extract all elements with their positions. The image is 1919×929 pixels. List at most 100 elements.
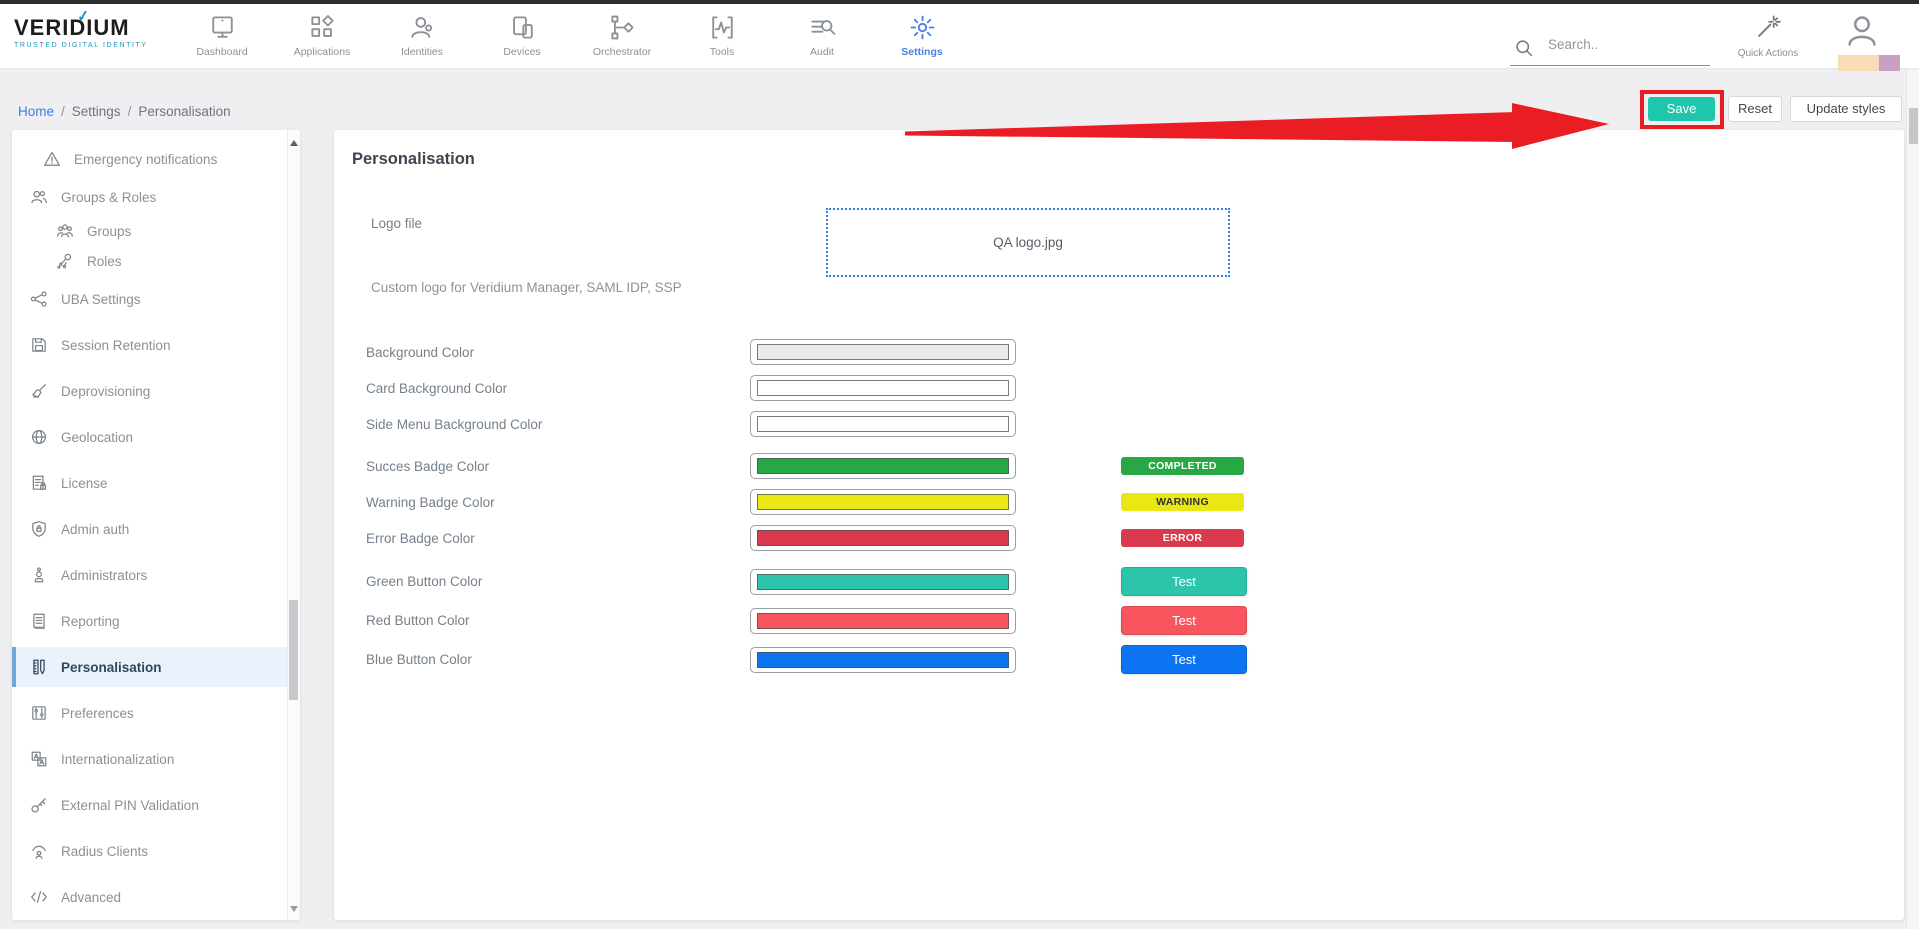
sidebar-item-reporting[interactable]: Reporting <box>12 598 300 644</box>
sidebar-item-groups[interactable]: Groups <box>12 216 300 246</box>
report-icon <box>30 612 48 630</box>
color-swatch <box>757 416 1009 432</box>
globe-icon <box>30 428 48 446</box>
color-preview: Test <box>1121 645 1251 674</box>
color-field-background-color: Background Color <box>366 339 1626 365</box>
color-preview: Test <box>1121 567 1251 596</box>
identities-icon <box>409 14 436 41</box>
color-swatch-control[interactable] <box>750 453 1016 479</box>
color-preview: ERROR <box>1121 529 1251 547</box>
page-scrollbar-thumb[interactable] <box>1909 108 1918 144</box>
sidebar-item-geolocation[interactable]: Geolocation <box>12 414 300 460</box>
scroll-down-arrow-icon[interactable] <box>290 906 298 912</box>
color-field-error-badge-color: Error Badge Color ERROR <box>366 525 1626 551</box>
sidebar-item-emergency-notifications[interactable]: Emergency notifications <box>12 140 300 178</box>
status-badge: ERROR <box>1121 529 1244 547</box>
sidebar-item-advanced[interactable]: Advanced <box>12 874 300 920</box>
group-icon <box>56 222 74 240</box>
sidebar-item-clipped[interactable] <box>12 130 300 140</box>
color-swatch <box>757 573 1009 590</box>
color-swatch-control[interactable] <box>750 646 1016 673</box>
scroll-up-arrow-icon[interactable] <box>290 140 298 146</box>
breadcrumb: Home / Settings / Personalisation <box>18 104 231 119</box>
nav-item-identities[interactable]: Identities <box>372 14 472 58</box>
breadcrumb-settings: Settings <box>71 104 121 119</box>
sidebar-item-license[interactable]: License <box>12 460 300 506</box>
test-button[interactable]: Test <box>1121 606 1247 635</box>
color-swatch-control[interactable] <box>750 375 1016 401</box>
color-field-label: Red Button Color <box>366 613 470 628</box>
color-swatch-control[interactable] <box>750 411 1016 437</box>
nav-item-devices[interactable]: Devices <box>472 14 572 58</box>
color-field-label: Background Color <box>366 344 475 360</box>
wand-icon <box>1755 15 1781 44</box>
color-preview: Test <box>1121 606 1251 635</box>
sidebar-item-roles[interactable]: Roles <box>12 246 300 276</box>
color-field-label: Card Background Color <box>366 380 508 396</box>
test-button[interactable]: Test <box>1121 567 1247 596</box>
nav-item-audit[interactable]: Audit <box>772 14 872 58</box>
color-swatch <box>757 344 1009 360</box>
sidebar-item-admin-auth[interactable]: Admin auth <box>12 506 300 552</box>
color-swatch-control[interactable] <box>750 489 1016 515</box>
breadcrumb-separator: / <box>127 104 132 119</box>
global-search <box>1510 32 1710 66</box>
color-preview: COMPLETED <box>1121 457 1251 475</box>
admin-user-icon <box>30 566 48 584</box>
color-field-warning-badge-color: Warning Badge Color WARNING <box>366 489 1626 515</box>
settings-sidebar: Emergency notifications Groups & Roles G… <box>12 130 300 920</box>
nav-item-tools[interactable]: Tools <box>672 14 772 58</box>
broadcast-icon <box>30 842 48 860</box>
color-field-label: Error Badge Color <box>366 530 475 546</box>
test-button[interactable]: Test <box>1121 645 1247 674</box>
floppy-icon <box>30 336 48 354</box>
sidebar-item-external-pin-validation[interactable]: External PIN Validation <box>12 782 300 828</box>
color-swatch-control[interactable] <box>750 607 1016 634</box>
page-scrollbar[interactable] <box>1906 70 1919 929</box>
logo-file-dropzone[interactable]: QA logo.jpg <box>826 208 1230 277</box>
sidebar-item-preferences[interactable]: Preferences <box>12 690 300 736</box>
top-bar: VERIDIUM ✓ TRUSTED DIGITAL IDENTITY Dash… <box>0 4 1919 71</box>
sidebar-item-groups-roles[interactable]: Groups & Roles <box>12 178 300 216</box>
sidebar-item-deprovisioning[interactable]: Deprovisioning <box>12 368 300 414</box>
color-swatch-control[interactable] <box>750 568 1016 595</box>
quick-actions-button[interactable]: Quick Actions <box>1735 14 1801 59</box>
nav-item-dashboard[interactable]: Dashboard <box>172 14 272 58</box>
color-field-label: Warning Badge Color <box>366 494 495 510</box>
color-swatch <box>757 651 1009 668</box>
reset-button[interactable]: Reset <box>1728 96 1782 122</box>
sidebar-scrollbar[interactable] <box>287 130 300 920</box>
sidebar-scrollbar-thumb[interactable] <box>289 600 298 700</box>
color-field-label: Succes Badge Color <box>366 458 490 474</box>
sidebar-item-uba-settings[interactable]: UBA Settings <box>12 276 300 322</box>
broom-icon <box>30 382 48 400</box>
logo-file-name: QA logo.jpg <box>993 235 1063 250</box>
sidebar-item-radius-clients[interactable]: Radius Clients <box>12 828 300 874</box>
sidebar-item-session-retention[interactable]: Session Retention <box>12 322 300 368</box>
clipped-icon <box>43 130 61 136</box>
color-swatch <box>757 458 1009 474</box>
translate-icon <box>30 750 48 768</box>
breadcrumb-home[interactable]: Home <box>18 104 55 119</box>
code-icon <box>30 888 48 906</box>
sidebar-item-personalisation[interactable]: Personalisation <box>12 647 300 687</box>
user-avatar[interactable] <box>1844 13 1880 54</box>
save-button[interactable]: Save <box>1648 97 1715 121</box>
nav-item-applications[interactable]: Applications <box>272 14 372 58</box>
sidebar-item-administrators[interactable]: Administrators <box>12 552 300 598</box>
nav-item-settings[interactable]: Settings <box>872 14 972 58</box>
orchestrator-icon <box>609 14 636 41</box>
logo-check-icon: ✓ <box>75 7 92 26</box>
color-field-label: Green Button Color <box>366 574 483 589</box>
color-swatch-control[interactable] <box>750 525 1016 551</box>
color-swatch-control[interactable] <box>750 339 1016 365</box>
color-preview: WARNING <box>1121 493 1251 511</box>
update-styles-button[interactable]: Update styles <box>1790 96 1902 122</box>
nav-item-orchestrator[interactable]: Orchestrator <box>572 14 672 58</box>
color-field-red-button-color: Red Button Color Test <box>366 606 1626 635</box>
color-fields: Background Color Card Background Color S… <box>366 339 1626 684</box>
status-badge: WARNING <box>1121 493 1244 511</box>
veridium-logo[interactable]: VERIDIUM ✓ TRUSTED DIGITAL IDENTITY <box>14 7 164 49</box>
sidebar-item-internationalization[interactable]: Internationalization <box>12 736 300 782</box>
search-input[interactable] <box>1548 37 1703 52</box>
